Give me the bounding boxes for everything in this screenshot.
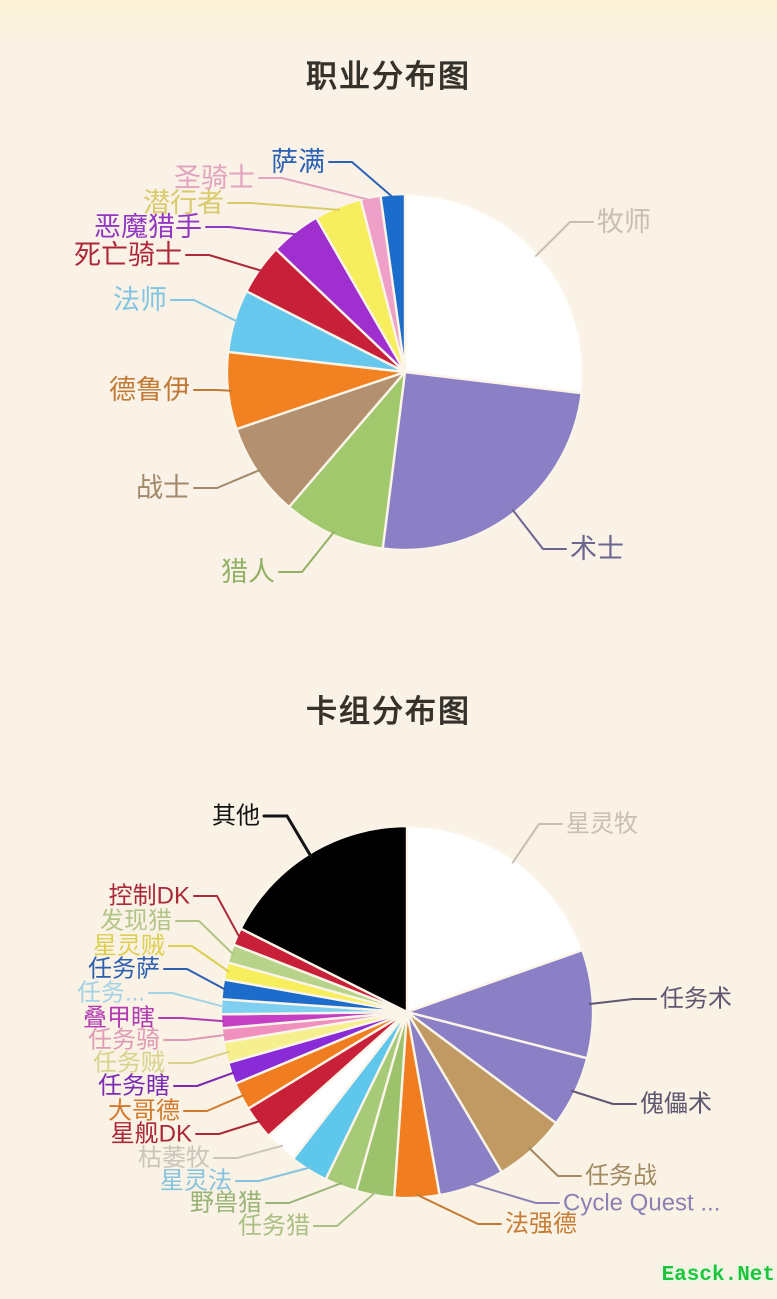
slice-label: 任务猎 — [238, 1213, 310, 1240]
pie-slice — [403, 192, 585, 395]
leader-line — [193, 895, 241, 939]
slice-label: 傀儡术 — [640, 1091, 712, 1118]
leader-line — [528, 1147, 582, 1177]
leader-line — [170, 299, 239, 323]
slice-label: 任务瞎 — [98, 1073, 170, 1100]
slice-label: 叠甲瞎 — [83, 1005, 155, 1032]
chart2-title: 卡组分布图 — [306, 694, 471, 729]
leader-line — [193, 389, 232, 392]
leader-line — [185, 254, 264, 272]
slice-label: 牧师 — [597, 207, 651, 237]
leader-line — [193, 468, 261, 489]
leader-line — [469, 1182, 560, 1204]
slice-label: 战士 — [136, 473, 190, 503]
slice-label: 任务骑 — [88, 1027, 160, 1054]
slice-label: 死亡骑士 — [74, 240, 182, 270]
slice-label: 法师 — [113, 285, 167, 315]
leader-line — [534, 221, 594, 257]
slice-label: 术士 — [570, 534, 624, 564]
leader-line — [168, 945, 230, 973]
slice-label: 任务萨 — [88, 956, 160, 983]
slice-label: 星舰DK — [111, 1121, 192, 1148]
leader-line — [175, 920, 235, 956]
leader-line — [183, 1094, 245, 1112]
slice-label: 野兽猎 — [190, 1190, 262, 1217]
slice-label: 任务贼 — [93, 1050, 165, 1077]
slice-label: 星灵法 — [160, 1168, 232, 1195]
leader-line — [148, 992, 226, 1008]
leader-line — [511, 823, 563, 864]
leader-line — [168, 1050, 230, 1064]
slice-label: 其他 — [212, 803, 260, 830]
leader-line — [195, 1120, 261, 1135]
leader-line — [235, 1166, 312, 1182]
slice-label: 星灵牧 — [566, 811, 638, 838]
leader-line — [205, 226, 298, 236]
leader-line — [588, 998, 657, 1005]
slice-label: 发现猎 — [100, 908, 172, 935]
leader-line — [163, 1033, 227, 1041]
leader-line — [328, 161, 394, 199]
slice-label: 枯萎牧 — [138, 1145, 210, 1172]
leader-line — [313, 1191, 377, 1227]
slice-label: 猎人 — [221, 557, 275, 587]
slice-label: 任务术 — [660, 986, 732, 1013]
leader-line — [258, 177, 373, 202]
slice-label: 大哥德 — [108, 1098, 180, 1125]
slice-label: 任务... — [77, 980, 145, 1007]
leader-line — [213, 1144, 284, 1159]
slice-label: 圣骑士 — [174, 163, 255, 193]
leader-line — [173, 1071, 236, 1087]
leader-line — [278, 530, 335, 573]
leader-line — [415, 1193, 502, 1225]
pie-slice — [379, 192, 407, 374]
slice-label: 星灵贼 — [93, 933, 165, 960]
leader-line — [571, 1090, 637, 1105]
leader-line — [511, 508, 567, 550]
leader-line — [227, 202, 340, 211]
leader-line — [265, 1182, 343, 1204]
slice-label: Cycle Quest ... — [563, 1190, 720, 1217]
pie-slice — [381, 370, 583, 552]
leader-line — [163, 968, 227, 991]
chart1-title: 职业分布图 — [306, 59, 471, 94]
slice-label: 任务战 — [585, 1163, 657, 1190]
slice-label: 法强德 — [505, 1211, 577, 1238]
slice-label: 德鲁伊 — [109, 375, 190, 405]
slice-label: 萨满 — [271, 147, 325, 177]
leader-line — [158, 1017, 226, 1023]
watermark: Easck.Net — [661, 1264, 775, 1287]
slice-label: 潜行者 — [143, 188, 224, 218]
slice-label: 恶魔猎手 — [94, 212, 202, 242]
slice-label: 控制DK — [109, 883, 190, 910]
leader-line — [262, 814, 313, 858]
